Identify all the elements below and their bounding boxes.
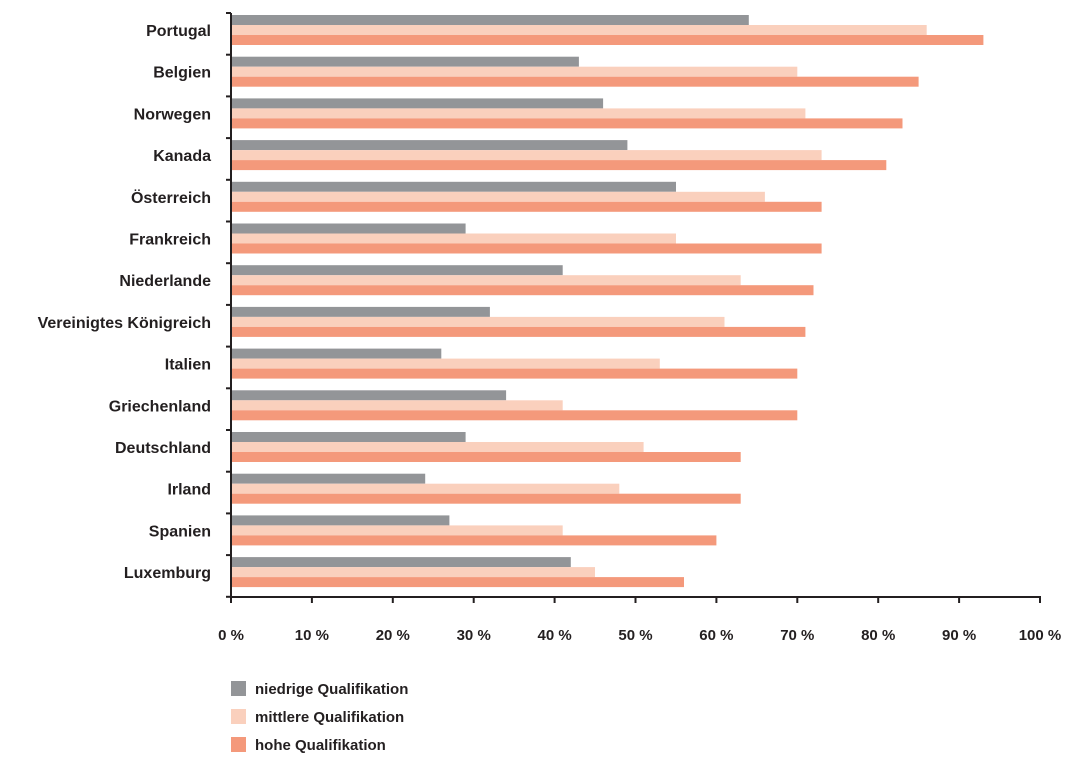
bar-niedrige	[231, 181, 676, 192]
bar-hohe	[231, 243, 822, 254]
category-label: Spanien	[149, 523, 211, 540]
bar-mittlere	[231, 358, 660, 369]
legend-swatch	[231, 737, 246, 752]
bar-niedrige	[231, 223, 466, 234]
bar-hohe	[231, 493, 741, 504]
bar-mittlere	[231, 191, 765, 202]
axis-layer	[226, 12, 1041, 603]
bar-mittlere	[231, 275, 741, 286]
category-label: Irland	[167, 482, 211, 499]
category-label: Österreich	[131, 188, 211, 207]
bar-niedrige	[231, 348, 442, 359]
category-label: Kanada	[153, 148, 211, 165]
x-tick-label: 70 %	[780, 627, 814, 644]
labels-layer: Portugal Belgien Norwegen Kanada Österreich F…	[38, 23, 1062, 644]
category-label: Niederlande	[119, 273, 211, 290]
bar-niedrige	[231, 98, 604, 109]
bar-hohe	[231, 452, 741, 462]
bar-mittlere	[231, 483, 620, 494]
category-label: Griechenland	[109, 398, 211, 415]
bar-hohe	[231, 326, 806, 337]
bars-layer	[231, 15, 984, 588]
x-tick-label: 0 %	[218, 627, 244, 644]
legend-swatch	[231, 681, 246, 696]
bar-niedrige	[231, 15, 749, 25]
bar-niedrige	[231, 265, 563, 276]
bar-mittlere	[231, 567, 595, 578]
x-tick-label: 30 %	[457, 627, 491, 644]
bar-mittlere	[231, 108, 806, 119]
category-label: Italien	[165, 357, 211, 374]
x-tick-label: 60 %	[699, 627, 733, 644]
category-label: Frankreich	[129, 232, 211, 249]
bar-hohe	[231, 285, 814, 296]
bar-mittlere	[231, 150, 822, 161]
bar-niedrige	[231, 557, 571, 568]
category-label: Portugal	[146, 23, 211, 40]
bar-hohe	[231, 201, 822, 212]
bar-mittlere	[231, 66, 798, 77]
x-tick-label: 20 %	[376, 627, 410, 644]
bar-mittlere	[231, 400, 563, 411]
x-tick-label: 10 %	[295, 627, 329, 644]
category-label: Deutschland	[115, 440, 211, 457]
bar-niedrige	[231, 306, 490, 317]
bar-hohe	[231, 577, 684, 588]
bar-niedrige	[231, 515, 450, 526]
bar-hohe	[231, 35, 984, 45]
category-label: Belgien	[153, 65, 211, 82]
bar-hohe	[231, 368, 798, 379]
category-label: Vereinigtes Königreich	[38, 315, 211, 332]
bar-mittlere	[231, 442, 644, 452]
legend: niedrige Qualifikation mittlere Qualifika…	[231, 681, 408, 754]
bar-niedrige	[231, 432, 466, 442]
bar-niedrige	[231, 56, 579, 67]
bar-niedrige	[231, 390, 507, 401]
legend-swatch	[231, 709, 246, 724]
x-tick-label: 100 %	[1019, 627, 1062, 644]
bar-niedrige	[231, 473, 426, 484]
bar-hohe	[231, 76, 919, 87]
legend-label: niedrige Qualifikation	[255, 681, 408, 698]
x-tick-label: 80 %	[861, 627, 895, 644]
x-tick-label: 40 %	[537, 627, 571, 644]
bar-hohe	[231, 160, 887, 171]
x-tick-label: 50 %	[618, 627, 652, 644]
category-label: Luxemburg	[124, 565, 211, 582]
x-tick-label: 90 %	[942, 627, 976, 644]
bar-hohe	[231, 118, 903, 129]
bar-mittlere	[231, 525, 563, 536]
bar-mittlere	[231, 316, 725, 327]
bar-hohe	[231, 535, 717, 546]
bar-mittlere	[231, 233, 676, 244]
bar-mittlere	[231, 25, 927, 35]
category-label: Norwegen	[134, 106, 211, 123]
legend-label: mittlere Qualifikation	[255, 709, 404, 726]
legend-label: hohe Qualifikation	[255, 737, 386, 754]
bar-niedrige	[231, 140, 628, 151]
bar-hohe	[231, 410, 798, 421]
